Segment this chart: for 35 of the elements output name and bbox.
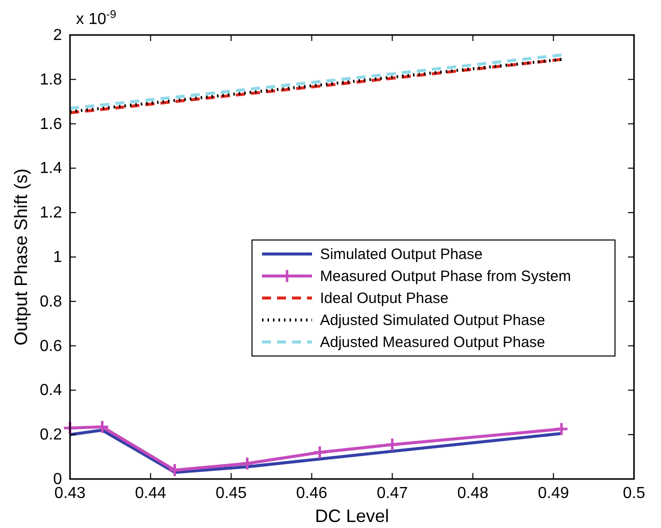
x-tick-label: 0.44 [135, 485, 166, 502]
legend-label: Adjusted Simulated Output Phase [320, 312, 546, 329]
point [62, 420, 78, 436]
y-tick-label: 0 [53, 471, 62, 488]
point [554, 422, 569, 436]
x-tick-label: 0.48 [457, 485, 489, 502]
legend-label: Ideal Output Phase [320, 290, 448, 307]
y-tick-label: 1 [53, 249, 62, 266]
y-tick-label: 0.8 [40, 293, 62, 310]
point [94, 420, 110, 434]
y-tick-label: 1.6 [40, 116, 62, 133]
point [385, 437, 400, 452]
y-tick-label: 0.4 [40, 382, 62, 400]
point [240, 456, 255, 471]
y-tick-label: 0.6 [40, 338, 62, 355]
point [312, 445, 328, 460]
x-tick-label: 0.47 [376, 485, 408, 502]
x-tick-label: 0.43 [54, 485, 86, 502]
line-series [68, 428, 563, 474]
point [167, 462, 182, 478]
y-tick-label: 2 [53, 27, 62, 44]
y-tick-label: 1.2 [40, 204, 62, 222]
x-tick-label: 0.49 [538, 485, 570, 502]
x-axis-title: DC Level [314, 506, 390, 526]
legend-label: Measured Output Phase from System [320, 268, 571, 285]
legend-label: Adjusted Measured Output Phase [320, 334, 546, 351]
y-tick-label: 1.8 [40, 71, 62, 88]
x-tick-label: 0.45 [216, 485, 247, 502]
y-tick-label: 0.2 [40, 426, 62, 444]
x-tick-label: 0.46 [296, 485, 328, 502]
y-axis-title: Output Phase Shift (s) [11, 168, 31, 346]
x-tick-label: 0.5 [622, 485, 646, 502]
legend-label: Simulated Output Phase [320, 246, 483, 263]
text: x 10$^{-9}$ [76, 9, 116, 28]
y-tick-label: 1.4 [40, 160, 62, 178]
